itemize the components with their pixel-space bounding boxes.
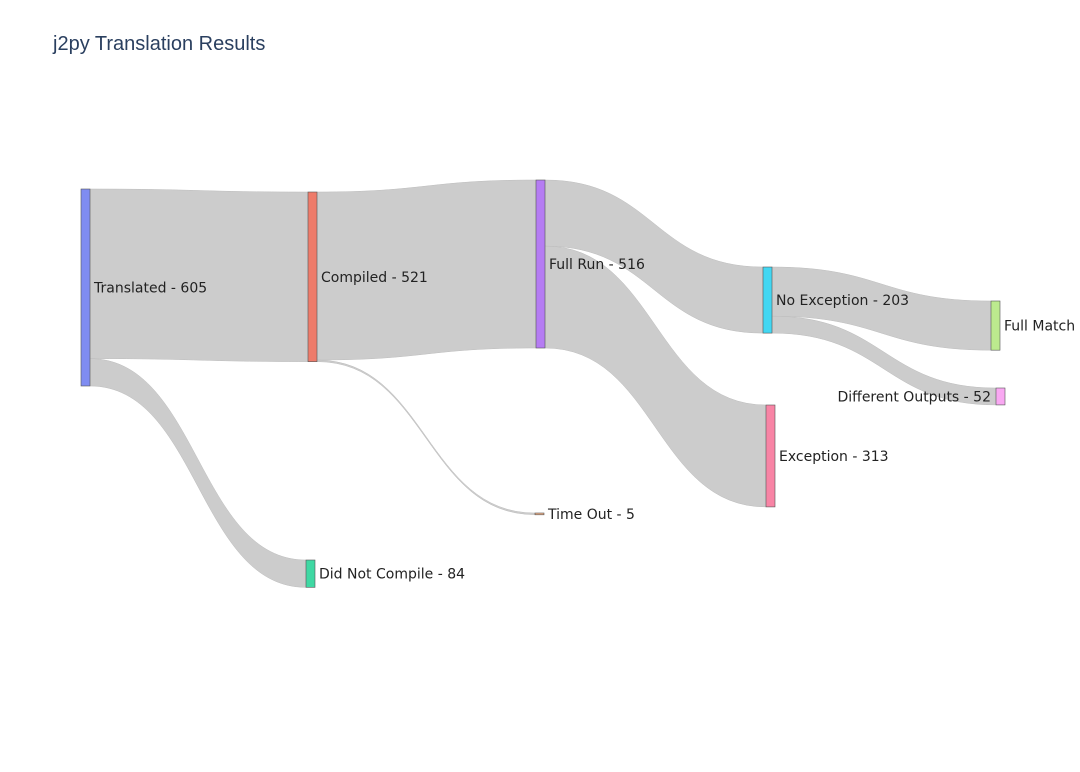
label-compiled: Compiled - 521 — [321, 270, 428, 286]
link-compiled-to-time_out — [316, 359, 536, 515]
node-different_outputs — [995, 387, 1006, 406]
label-exception: Exception - 313 — [779, 449, 889, 465]
label-did_not_compile: Did Not Compile - 84 — [319, 567, 465, 583]
label-translated: Translated - 605 — [93, 281, 207, 297]
label-different_outputs: Different Outputs - 52 — [838, 389, 992, 405]
node-full_run — [535, 179, 546, 349]
sankey-nodes — [80, 179, 1006, 588]
sankey-labels: Translated - 605 Compiled - 521 Did Not Co… — [93, 257, 1075, 583]
label-time_out: Time Out - 5 — [547, 507, 635, 523]
node-no_exception — [762, 266, 773, 334]
sankey-links — [89, 179, 997, 588]
node-exception — [765, 404, 776, 508]
node-did_not_compile — [305, 559, 316, 588]
chart-title: j2py Translation Results — [52, 33, 265, 55]
label-full_match: Full Match — [1004, 319, 1075, 335]
node-translated — [80, 188, 91, 387]
node-time_out — [534, 512, 545, 516]
link-translated-to-did_not_compile — [89, 358, 307, 588]
label-no_exception: No Exception - 203 — [776, 293, 909, 309]
node-compiled — [307, 191, 318, 362]
label-full_run: Full Run - 516 — [549, 257, 645, 273]
link-translated-to-compiled — [89, 188, 309, 362]
node-full_match — [990, 300, 1001, 351]
